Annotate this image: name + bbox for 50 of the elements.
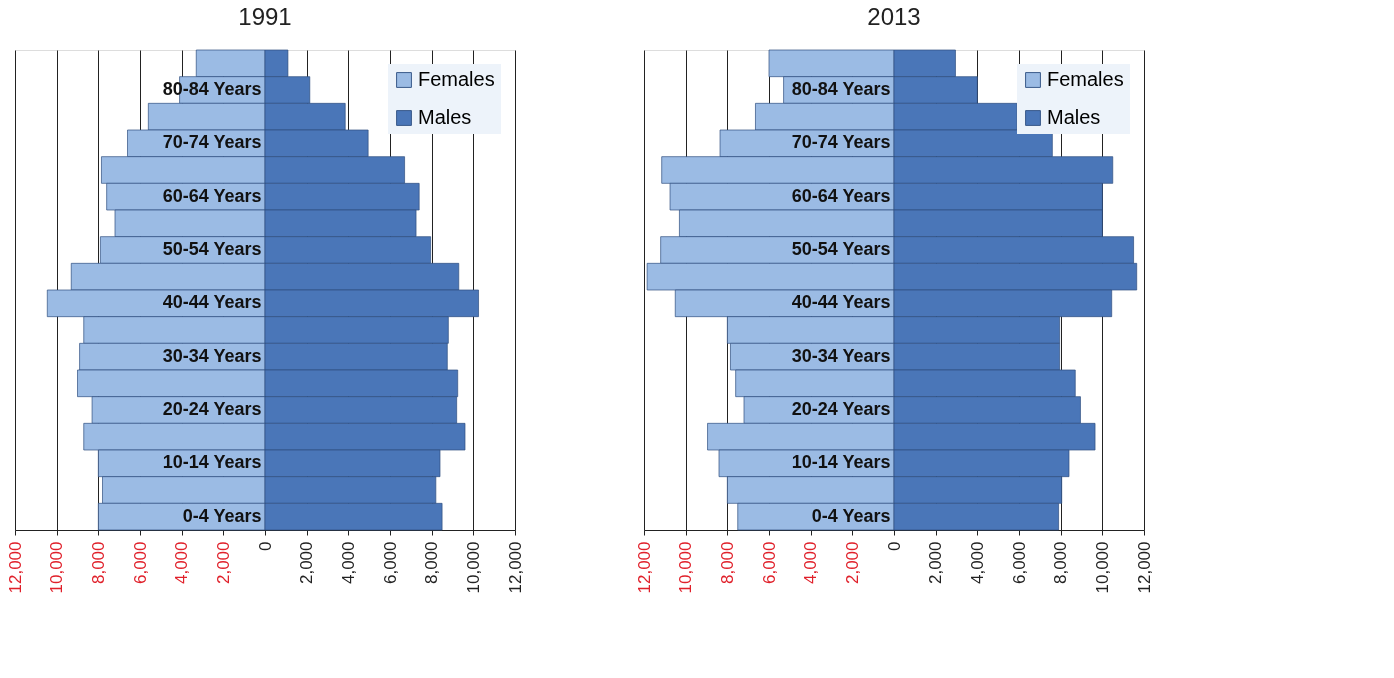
x-tick-label: 12,000 — [505, 541, 525, 594]
y-tick-label: 30-34 Years — [162, 345, 262, 366]
y-tick-label: 20-24 Years — [162, 399, 262, 419]
x-tick-label: 12,000 — [5, 541, 25, 594]
x-tick-label: 6,000 — [380, 541, 400, 585]
x-tick-label: 12,000 — [1134, 541, 1154, 594]
x-tick-label: 4,000 — [801, 541, 821, 585]
legend-label: Females — [418, 68, 495, 90]
y-tick-label: 60-64 Years — [791, 185, 891, 206]
x-tick-label: 6,000 — [759, 541, 779, 585]
y-tick-label: 20-24 Years — [791, 399, 891, 419]
x-tick-label: 2,000 — [297, 541, 317, 585]
x-tick-label: 4,000 — [338, 541, 358, 585]
y-tick-label: 50-54 Years — [162, 239, 262, 259]
chart-title: 1991 — [238, 2, 292, 30]
y-tick-label: 80-84 Years — [791, 79, 891, 99]
legend-label: Females — [1047, 68, 1124, 90]
x-tick-label: 12,000 — [634, 541, 654, 594]
y-tick-label: 0-4 Years — [811, 505, 891, 526]
x-tick-label: 2,000 — [213, 541, 233, 585]
x-tick-label: 8,000 — [422, 541, 442, 585]
y-tick-label: 80-84 Years — [162, 79, 262, 99]
y-tick-label: 10-14 Years — [162, 452, 262, 473]
y-tick-label: 70-74 Years — [162, 132, 262, 153]
x-tick-label: 6,000 — [130, 541, 150, 585]
legend-label: Males — [1047, 106, 1101, 128]
y-tick-label: 10-14 Years — [791, 452, 891, 473]
x-tick-label: 4,000 — [172, 541, 192, 585]
x-tick-label: 8,000 — [1051, 541, 1071, 585]
x-tick-label: 8,000 — [717, 541, 737, 585]
legend-label: Males — [418, 106, 472, 128]
x-tick-label: 10,000 — [1092, 541, 1112, 594]
x-tick-label: 2,000 — [926, 541, 946, 585]
x-tick-label: 10,000 — [47, 541, 67, 594]
x-tick-label: 0 — [884, 541, 904, 551]
x-tick-label: 10,000 — [463, 541, 483, 594]
x-tick-label: 0 — [255, 541, 275, 551]
y-tick-label: 70-74 Years — [791, 132, 891, 153]
y-tick-label: 40-44 Years — [162, 292, 262, 313]
y-tick-label: 50-54 Years — [791, 239, 891, 259]
y-tick-label: 30-34 Years — [791, 345, 891, 366]
y-tick-label: 40-44 Years — [791, 292, 891, 313]
chart-title: 2013 — [867, 2, 921, 30]
y-tick-label: 60-64 Years — [162, 185, 262, 206]
x-tick-label: 6,000 — [1009, 541, 1029, 585]
y-tick-label: 0-4 Years — [182, 505, 262, 526]
x-tick-label: 8,000 — [88, 541, 108, 585]
x-tick-label: 2,000 — [842, 541, 862, 585]
x-tick-label: 10,000 — [676, 541, 696, 594]
x-tick-label: 4,000 — [967, 541, 987, 585]
